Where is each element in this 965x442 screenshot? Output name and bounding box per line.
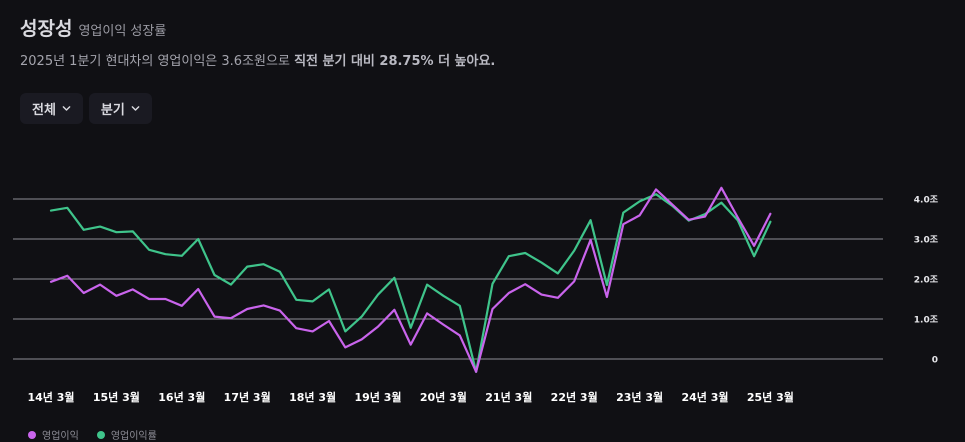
period-range-dropdown[interactable]: 전체 <box>20 93 83 124</box>
x-tick-label: 23년 3월 <box>616 390 663 404</box>
x-tick-label: 15년 3월 <box>93 390 140 404</box>
x-tick-label: 21년 3월 <box>485 390 532 404</box>
y-tick-label: 4.0조 <box>914 195 939 206</box>
series-line-operating-income <box>49 186 772 373</box>
filter-bar: 전체 분기 <box>20 93 152 124</box>
x-axis-labels: 14년 3월 15년 3월 16년 3월 17년 3월 18년 3월 19년 3월 20년 … <box>27 390 793 404</box>
period-unit-dropdown[interactable]: 분기 <box>88 93 152 124</box>
chart-grid <box>13 198 883 360</box>
x-tick-label: 17년 3월 <box>224 390 271 404</box>
x-tick-label: 24년 3월 <box>681 390 728 404</box>
x-tick-label: 22년 3월 <box>551 390 598 404</box>
y-tick-label: 3.0조 <box>914 235 939 246</box>
title-row: 성장성 영업이익 성장률 <box>20 14 166 41</box>
y-tick-label: 0 <box>932 356 938 366</box>
y-tick-label: 1.0조 <box>914 315 939 326</box>
header: 성장성 영업이익 성장률 <box>20 14 166 41</box>
y-tick-label: 2.0조 <box>914 275 939 286</box>
summary-prefix: 2025년 1분기 현대차의 영업이익은 3.6조원으로 <box>20 54 295 69</box>
chevron-down-icon <box>131 106 140 111</box>
x-tick-label: 25년 3월 <box>747 390 794 404</box>
x-tick-label: 16년 3월 <box>158 390 205 404</box>
y-axis-labels: 0 1.0조 2.0조 3.0조 4.0조 <box>914 195 939 366</box>
x-tick-label: 20년 3월 <box>420 390 467 404</box>
period-unit-label: 분기 <box>100 103 125 118</box>
x-tick-label: 19년 3월 <box>354 390 401 404</box>
summary-text: 2025년 1분기 현대차의 영업이익은 3.6조원으로 직전 분기 대비 28… <box>20 50 495 69</box>
section-subtitle: 영업이익 성장률 <box>78 24 167 39</box>
summary-highlight: 직전 분기 대비 28.75% 더 높아요. <box>294 54 496 69</box>
chevron-down-icon <box>62 106 71 111</box>
period-range-label: 전체 <box>32 103 56 118</box>
section-title: 성장성 <box>20 18 73 40</box>
chart-series <box>49 186 772 373</box>
x-tick-label: 18년 3월 <box>289 390 336 404</box>
x-tick-label: 14년 3월 <box>27 390 74 404</box>
